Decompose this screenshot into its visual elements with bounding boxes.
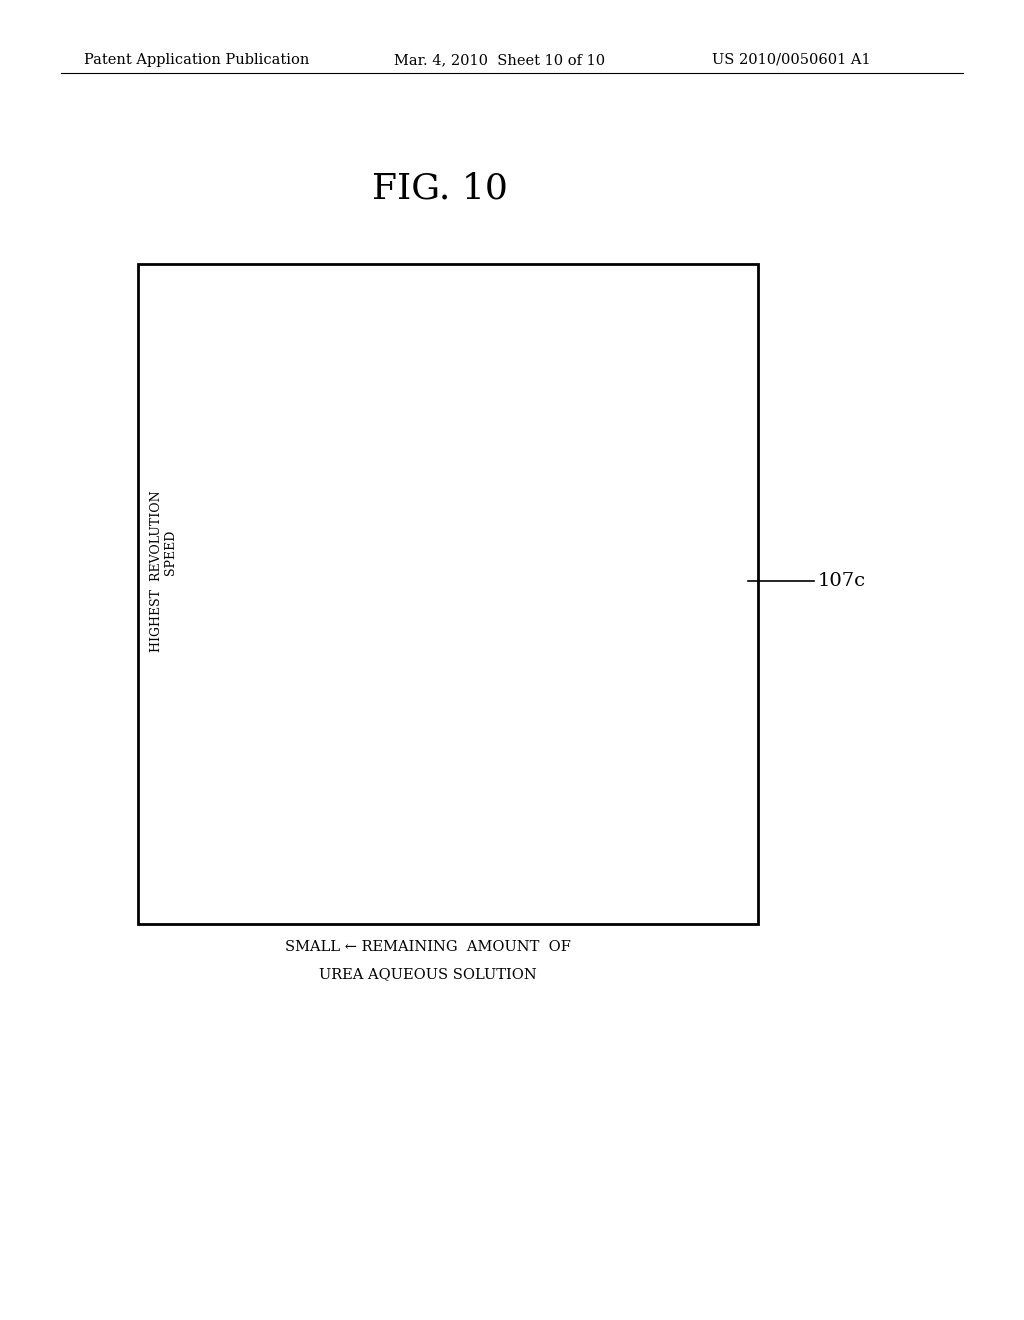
Text: N: N <box>222 422 238 440</box>
Text: C2: C2 <box>417 836 439 853</box>
Text: B: B <box>346 836 358 853</box>
Text: SMALL ← REMAINING  AMOUNT  OF: SMALL ← REMAINING AMOUNT OF <box>285 940 570 954</box>
Text: HIGHEST  REVOLUTION
         SPEED: HIGHEST REVOLUTION SPEED <box>150 490 178 652</box>
Text: 107c: 107c <box>817 572 865 590</box>
Text: Mar. 4, 2010  Sheet 10 of 10: Mar. 4, 2010 Sheet 10 of 10 <box>394 53 605 67</box>
Text: UREA AQUEOUS SOLUTION: UREA AQUEOUS SOLUTION <box>318 968 537 982</box>
Text: n1: n1 <box>215 524 238 541</box>
Text: US 2010/0050601 A1: US 2010/0050601 A1 <box>712 53 870 67</box>
Text: n: n <box>226 626 238 644</box>
Text: A: A <box>549 836 561 853</box>
Text: FIG. 10: FIG. 10 <box>373 172 508 206</box>
Text: C1: C1 <box>467 836 490 853</box>
Text: Patent Application Publication: Patent Application Publication <box>84 53 309 67</box>
